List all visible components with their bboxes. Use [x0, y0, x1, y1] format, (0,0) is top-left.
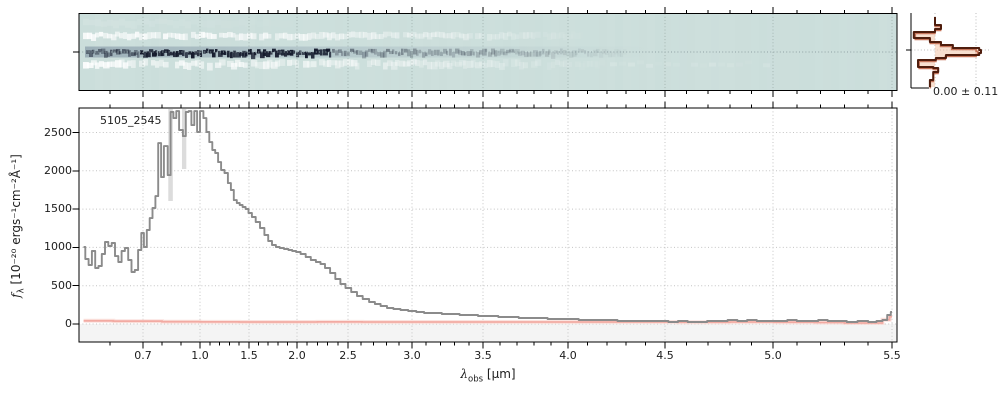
grid-profile	[908, 13, 990, 88]
x-tick-label: 5.5	[883, 349, 901, 362]
y-tick-label: 2000	[44, 163, 72, 177]
y-tick-label: 2500	[44, 125, 72, 139]
x-tick-label: 1.0	[191, 349, 209, 362]
y-tick-label: 1000	[44, 240, 72, 254]
grid-1d	[79, 108, 897, 342]
x-tick-label: 1.5	[240, 349, 258, 362]
x-tick-label: 2.5	[339, 349, 357, 362]
x-tick-label: 2.0	[288, 349, 306, 362]
x-tick-label: 4.0	[559, 349, 577, 362]
object-id-label: 5105_2545	[100, 114, 162, 127]
grid-2d	[79, 13, 897, 91]
x-tick-label: 3.0	[403, 349, 421, 362]
profile-model-line	[914, 18, 979, 89]
masked-region	[181, 109, 187, 169]
profile-data-line	[912, 17, 982, 87]
y-axis-symbol: f	[9, 293, 23, 298]
spectrum-2d-image	[83, 13, 887, 91]
y-axis-unit: [10⁻²⁰ ergs⁻¹cm⁻²Å⁻¹]	[9, 154, 23, 285]
x-axis-unit: [μm]	[486, 367, 516, 381]
spectrum-1d-panel	[72, 101, 898, 349]
y-tick-label: 1500	[44, 202, 72, 216]
spectrum-2d-panel	[73, 7, 898, 97]
profile-spines	[906, 13, 929, 89]
x-axis-symbol: λ	[460, 367, 469, 381]
y-axis-subscript: λ	[16, 288, 27, 294]
y-tick-label: 500	[51, 278, 72, 292]
x-tick-label: 3.5	[474, 349, 492, 362]
error-spectrum-line	[83, 315, 892, 324]
x-tick-label: 4.5	[656, 349, 674, 362]
x-axis-label: λobs [μm]	[388, 367, 588, 384]
profile-stat-label: 0.00 ± 0.11	[933, 85, 999, 98]
x-tick-label: 0.7	[134, 349, 152, 362]
profile-panel	[906, 13, 990, 89]
flux-spectrum-line	[83, 110, 892, 323]
ticks-1d	[72, 101, 893, 349]
ticks-2d	[73, 7, 893, 97]
x-tick-label: 5.0	[764, 349, 782, 362]
x-axis-subscript: obs	[468, 374, 484, 385]
profile-fill	[913, 17, 981, 87]
y-tick-label: 0	[65, 317, 72, 330]
y-axis-label: fλ [10⁻²⁰ ergs⁻¹cm⁻²Å⁻¹]	[9, 81, 27, 371]
